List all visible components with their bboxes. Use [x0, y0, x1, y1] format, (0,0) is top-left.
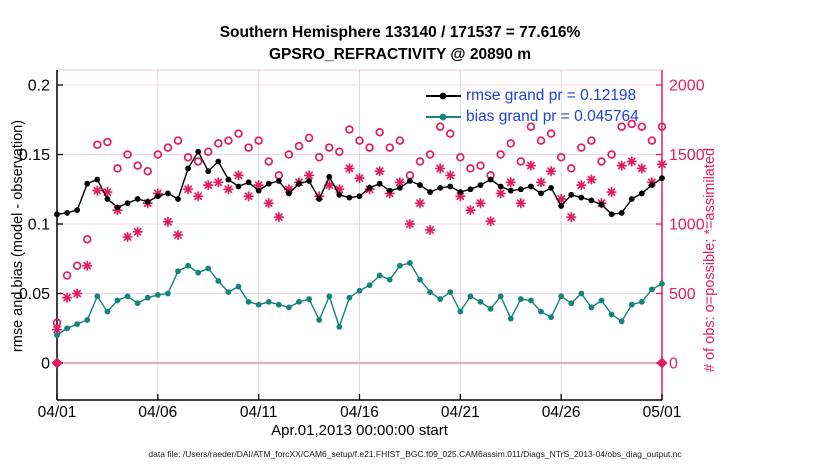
x-tick-label: 05/01 [643, 404, 682, 421]
zero-line-end-diamonds [51, 357, 668, 369]
rmse-series [54, 148, 665, 218]
axis-ticks-and-labels: 0 0.05 0.1 0.15 0.2 0 500 1000 1500 2000 04/01 04/0… [19, 78, 705, 421]
bias-series [54, 260, 665, 339]
rmse-line-marker-icon [426, 92, 461, 99]
vertical-gridlines [157, 70, 562, 400]
x-tick-label: 04/26 [542, 404, 581, 421]
chart-title-line2: GPSRO_REFRACTIVITY @ 20890 m [268, 46, 532, 63]
bias-line-marker-icon [426, 113, 461, 120]
right-tick-label: 1000 [669, 217, 705, 234]
left-tick-label: 0.1 [28, 217, 50, 234]
x-tick-label: 04/06 [138, 404, 177, 421]
legend-row-bias: bias grand pr = 0.045764 [425, 106, 639, 127]
data-file-caption: data file: /Users/raeder/DAI/ATM_forcXX/… [148, 449, 682, 459]
chart-title-line1: Southern Hemisphere 133140 / 171537 = 77… [219, 24, 581, 41]
right-tick-label: 2000 [669, 78, 705, 95]
legend: rmse grand pr = 0.12198 bias grand pr = … [425, 85, 639, 127]
right-tick-label: 0 [669, 356, 678, 373]
left-tick-label: 0.15 [19, 147, 50, 164]
x-tick-label: 04/21 [441, 404, 480, 421]
legend-label-bias: bias grand pr = 0.045764 [466, 107, 639, 125]
x-axis-label: Apr.01,2013 00:00:00 start [271, 422, 448, 439]
left-tick-label: 0.05 [19, 286, 50, 303]
right-tick-label: 1500 [669, 147, 705, 164]
x-tick-label: 04/16 [340, 404, 379, 421]
x-tick-label: 04/01 [38, 404, 77, 421]
left-tick-label: 0 [41, 356, 50, 373]
chart-title: Southern Hemisphere 133140 / 171537 = 77… [0, 22, 800, 66]
right-tick-label: 500 [669, 286, 696, 303]
legend-label-rmse: rmse grand pr = 0.12198 [466, 86, 637, 104]
left-tick-label: 0.2 [28, 78, 50, 95]
x-tick-label: 04/11 [240, 404, 278, 421]
legend-row-rmse: rmse grand pr = 0.12198 [425, 85, 639, 106]
